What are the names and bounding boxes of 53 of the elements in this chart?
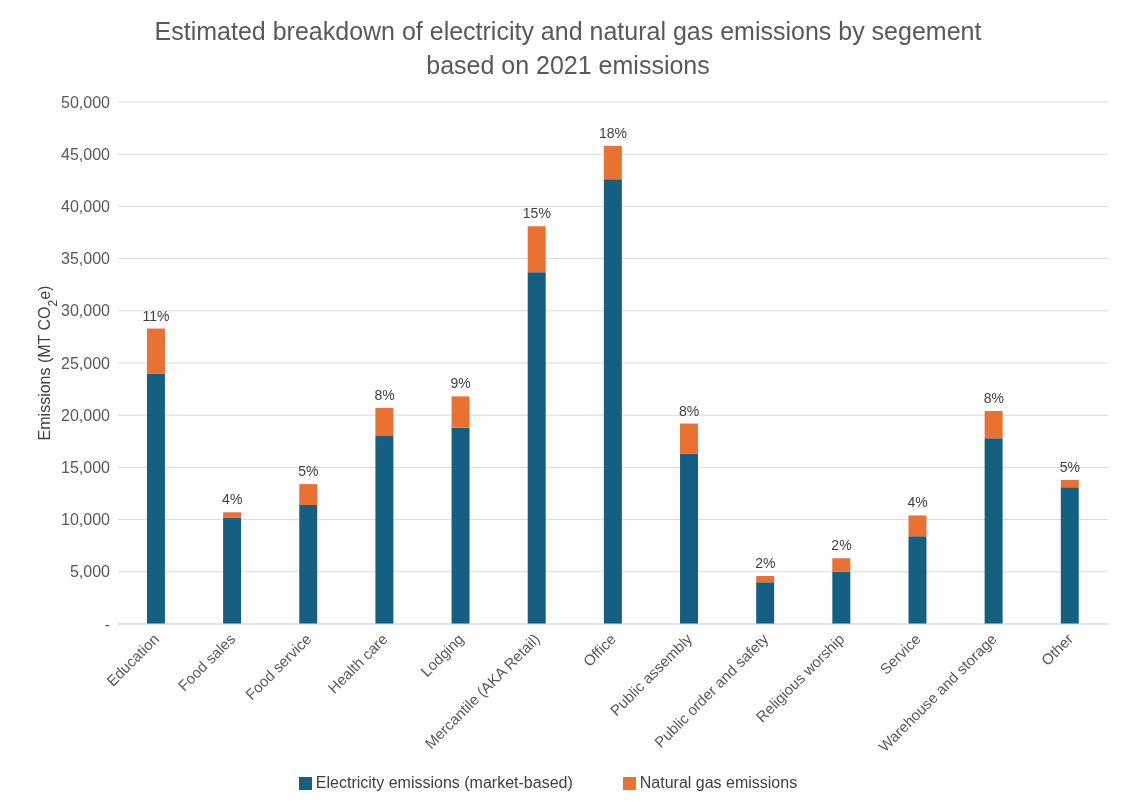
bar (603, 179, 622, 624)
y-tick-label: 30,000 (61, 302, 111, 320)
bar (299, 504, 318, 624)
bar (1060, 487, 1079, 624)
annotation: 5% (298, 463, 319, 480)
annotation: 8% (679, 402, 700, 419)
annotation: 2% (755, 554, 776, 571)
bar (146, 328, 165, 374)
bar (451, 427, 470, 624)
y-tick-label: 35,000 (61, 250, 111, 268)
annotation: 18% (598, 124, 628, 141)
bar (527, 272, 546, 624)
y-tick-label: 25,000 (61, 354, 111, 372)
y-tick-label: 15,000 (61, 459, 111, 477)
annotation: 5% (1059, 458, 1081, 475)
bar (680, 453, 699, 624)
bar (299, 484, 318, 505)
y-tick-label: 20,000 (61, 406, 111, 424)
bar (680, 423, 699, 454)
annotation: 9% (450, 375, 471, 392)
y-tick-label: - (104, 615, 110, 633)
bar (603, 145, 622, 180)
annotation: 4% (222, 491, 243, 508)
y-tick-label: 10,000 (61, 511, 111, 529)
bar (223, 512, 242, 518)
legend-label: Natural gas emissions (639, 774, 798, 791)
bar (756, 582, 775, 624)
y-tick-label: 5,000 (69, 563, 111, 581)
bar (1060, 479, 1079, 488)
bar (832, 558, 851, 572)
y-tick-label: 40,000 (61, 198, 111, 216)
bar (223, 517, 242, 624)
bar (984, 411, 1003, 439)
bar (908, 536, 927, 624)
annotation: 15% (522, 205, 551, 222)
bar (146, 373, 165, 624)
bar (527, 226, 546, 273)
bar (984, 438, 1003, 624)
bar (908, 515, 927, 537)
chart-title: Estimated breakdown of electricity and natural gas emissions by segement based on 2021 emissions (153, 16, 983, 81)
annotation: 8% (983, 390, 1004, 407)
y-tick-label: 50,000 (61, 93, 111, 111)
bar (375, 436, 394, 624)
annotation: 4% (907, 494, 928, 511)
bar (375, 407, 394, 437)
annotation: 8% (374, 386, 395, 403)
legend-label: Electricity emissions (market-based) (315, 774, 573, 791)
annotation: 11% (142, 307, 170, 324)
bar (756, 575, 775, 583)
bar (451, 396, 470, 428)
bar (832, 571, 851, 624)
y-tick-label: 45,000 (61, 145, 111, 163)
annotation: 2% (831, 537, 852, 554)
